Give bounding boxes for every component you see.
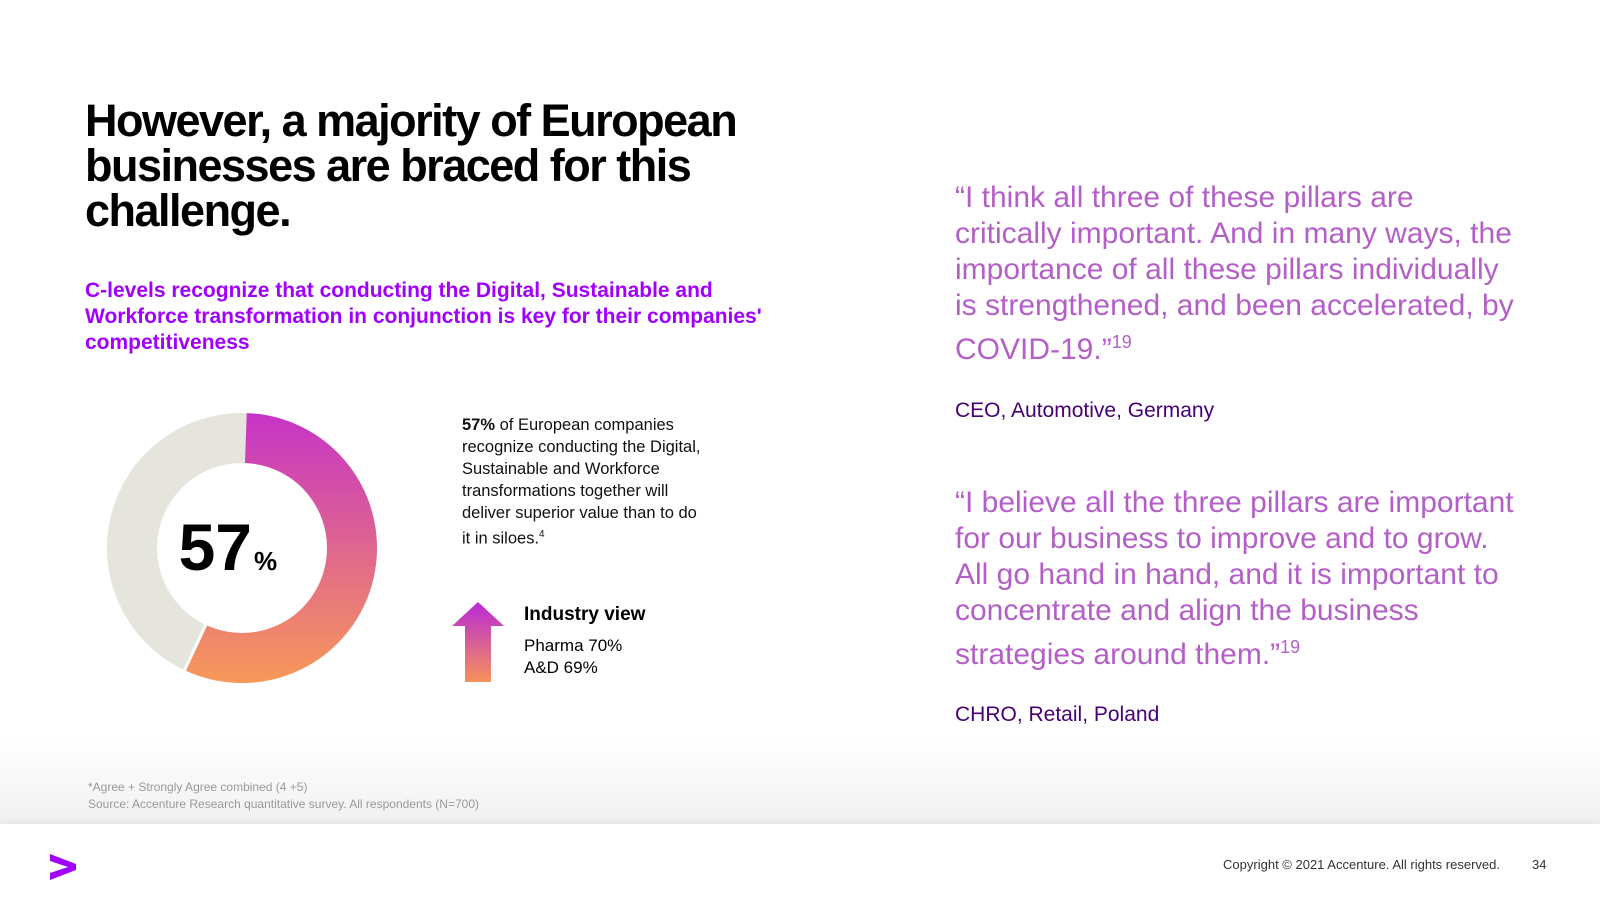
donut-separator (182, 623, 208, 672)
donut-unit: % (254, 546, 277, 576)
stat-text: 57% of European companies recognize cond… (462, 414, 702, 550)
footnote: *Agree + Strongly Agree combined (4 +5) (88, 780, 308, 794)
stat-sup: 4 (539, 529, 545, 540)
title: However, a majority of European business… (85, 95, 738, 236)
industry-view-title: Industry view (524, 604, 646, 625)
quote-sup: 19 (1111, 332, 1132, 352)
logo (50, 854, 76, 880)
quote: “I think all three of these pillars are … (955, 180, 1515, 368)
attribution: CEO, Automotive, Germany (955, 399, 1215, 422)
subtitle: C-levels recognize that conducting the D… (85, 279, 762, 354)
donut-value: 57 (179, 510, 252, 584)
industry-item: A&D 69% (524, 658, 598, 677)
copyright: Copyright © 2021 Accenture. All rights r… (1223, 857, 1500, 872)
donut-arc (184, 413, 377, 683)
industry-item: Pharma 70% (524, 636, 623, 655)
quote: “I believe all the three pillars are imp… (955, 485, 1515, 673)
footnote: Source: Accenture Research quantitative … (88, 797, 479, 811)
donut-chart: 57 % (107, 413, 377, 683)
quote-sup: 19 (1280, 637, 1301, 657)
attribution: CHRO, Retail, Poland (955, 703, 1160, 726)
stat-body: of European companies recognize conducti… (462, 416, 701, 548)
footer-shade (0, 740, 1600, 824)
stat-bold: 57% (462, 416, 496, 434)
quote-text: “I believe all the three pillars are imp… (955, 486, 1514, 671)
quote-text: “I think all three of these pillars are … (955, 181, 1514, 366)
up-arrow (452, 602, 504, 682)
page-number: 34 (1532, 857, 1547, 872)
footer (0, 824, 1600, 900)
